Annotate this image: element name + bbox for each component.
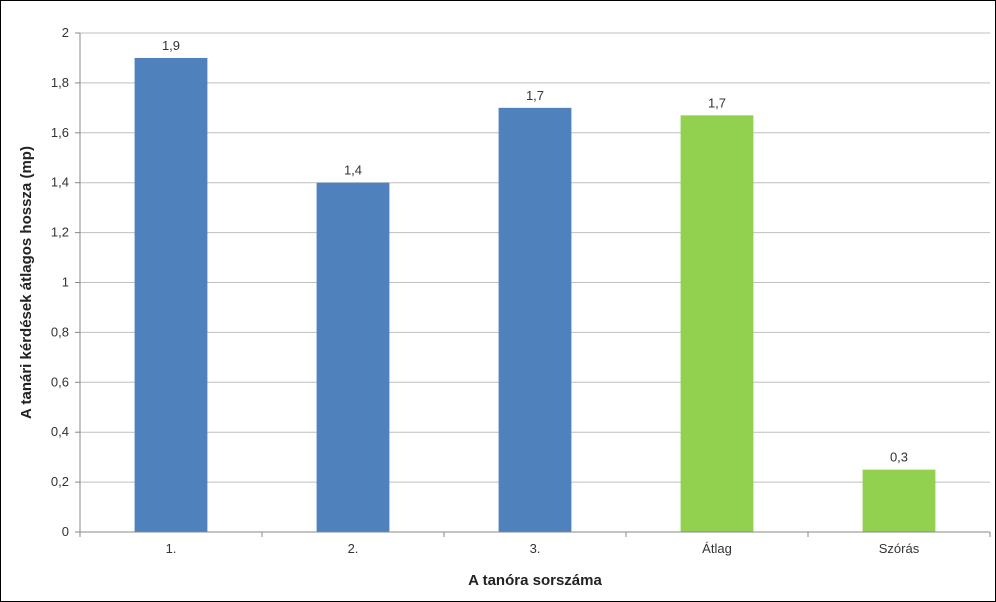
bar-value-label: 1,7 — [708, 95, 726, 110]
bar-value-label: 1,4 — [344, 163, 362, 178]
x-tick-label: 3. — [530, 541, 541, 556]
bars — [134, 57, 936, 533]
bar-value-label: 1,9 — [162, 38, 180, 53]
bar — [316, 182, 390, 532]
bar — [498, 107, 572, 532]
y-tick-label: 2 — [62, 25, 69, 40]
y-tick-label: 0,8 — [51, 324, 69, 339]
x-tick-label: Szórás — [879, 541, 920, 556]
bar-value-label: 1,7 — [526, 88, 544, 103]
y-tick-label: 1,6 — [51, 125, 69, 140]
y-axis-title: A tanári kérdések átlagos hossza (mp) — [18, 146, 35, 419]
bar — [134, 57, 208, 532]
x-axis-title: A tanóra sorszáma — [468, 572, 602, 589]
bar-value-label: 0,3 — [890, 450, 908, 465]
y-tick-label: 0,2 — [51, 474, 69, 489]
x-tick-label: Átlag — [702, 541, 732, 556]
y-tick-label: 1,2 — [51, 225, 69, 240]
y-tick-label: 1,4 — [51, 175, 69, 190]
bar — [680, 115, 754, 533]
y-tick-label: 1 — [62, 275, 69, 290]
y-tick-label: 0,6 — [51, 374, 69, 389]
bar — [862, 469, 936, 532]
y-tick-label: 1,8 — [51, 75, 69, 90]
x-tick-label: 2. — [348, 541, 359, 556]
x-axis-ticks: 1. 2. 3. Átlag Szórás — [79, 532, 991, 556]
x-tick-label: 1. — [166, 541, 177, 556]
y-tick-label: 0,4 — [51, 424, 69, 439]
data-labels: 1,9 1,4 1,7 1,7 0,3 — [162, 38, 908, 465]
y-axis-ticks: 0 0,2 0,4 0,6 0,8 1 1,2 1,4 1,6 1,8 2 — [51, 25, 80, 539]
y-tick-label: 0 — [62, 524, 69, 539]
